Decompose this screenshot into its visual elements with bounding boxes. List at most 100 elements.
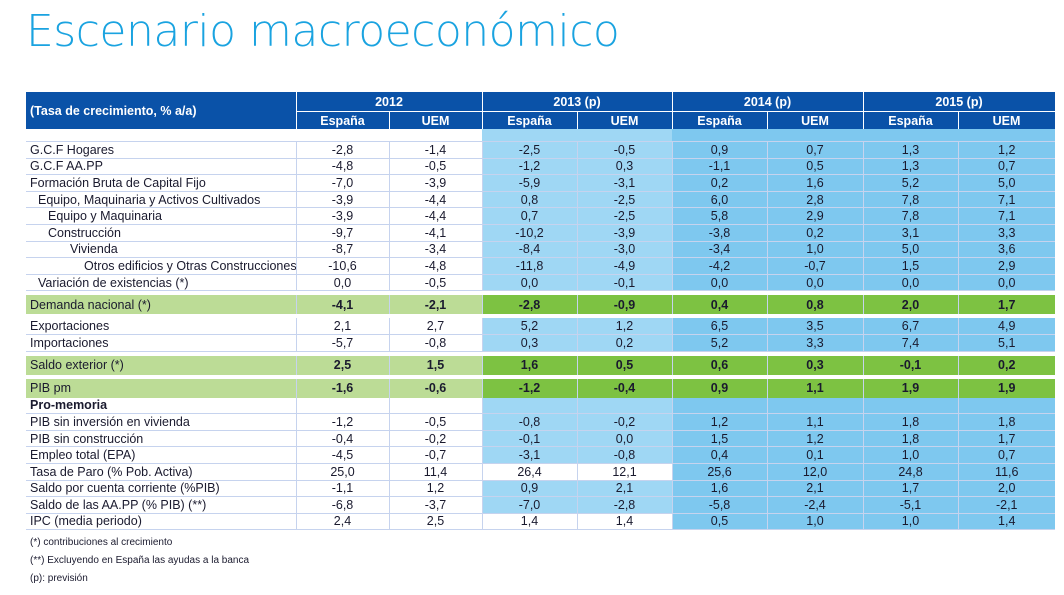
table-cell: 0,6 [671, 355, 767, 375]
table-cell: -3,8 [671, 224, 767, 242]
table-cell: 1,4 [481, 513, 577, 531]
table-cell: 2,0 [957, 480, 1055, 498]
table-cell: 0,2 [671, 174, 767, 192]
table-cell: 2,1 [295, 318, 389, 335]
year-header-2012: 2012 [296, 92, 483, 112]
table-cell: -4,8 [295, 158, 389, 176]
table-cell: 12,1 [576, 463, 672, 481]
corner-label: (Tasa de crecimiento, % a/a) [26, 92, 297, 129]
table-cell: 1,8 [862, 430, 958, 448]
table-cell: -0,8 [576, 446, 672, 464]
table-cell: 1,9 [957, 378, 1055, 398]
row-label: Construcción [26, 224, 296, 242]
table-cell: 1,0 [766, 241, 863, 259]
table-cell: 7,4 [862, 334, 958, 352]
row-label: PIB pm [26, 378, 296, 398]
table-row: Exportaciones 2,1 2,7 5,2 1,2 6,5 3,5 6,7 4,9 [26, 318, 1055, 335]
table-cell: 2,4 [295, 513, 389, 531]
table-cell: -1,6 [295, 378, 389, 398]
table-cell: -2,5 [481, 141, 577, 159]
table-cell: 0,3 [766, 355, 863, 375]
table-cell: 11,6 [957, 463, 1055, 481]
year-header-2014: 2014 (p) [672, 92, 864, 112]
macro-table: (Tasa de crecimiento, % a/a) 2012 2013 (… [26, 92, 1056, 531]
table-cell [862, 397, 958, 415]
row-label: PIB sin construcción [26, 430, 296, 448]
table-cell: 1,1 [766, 378, 863, 398]
table-cell: -1,4 [388, 141, 482, 159]
table-cell: 5,1 [957, 334, 1055, 352]
table-cell: 24,8 [862, 463, 958, 481]
table-cell: 6,0 [671, 191, 767, 209]
table-cell [766, 397, 863, 415]
table-row: Equipo, Maquinaria y Activos Cultivados -… [26, 191, 1055, 209]
table-cell: -4,9 [576, 257, 672, 275]
row-label: Variación de existencias (*) [26, 274, 296, 292]
table-cell: -0,2 [576, 413, 672, 431]
row-label: Importaciones [26, 334, 296, 352]
table-cell: 1,7 [957, 295, 1055, 315]
table-row: IPC (media periodo) 2,4 2,5 1,4 1,4 0,5 1,0 1,0… [26, 513, 1055, 531]
table-cell: 1,0 [862, 513, 958, 531]
table-row: Importaciones -5,7 -0,8 0,3 0,2 5,2 3,3 7,4 5,1 [26, 334, 1055, 352]
table-cell: 0,4 [671, 446, 767, 464]
table-cell: -3,7 [388, 496, 482, 514]
row-label: Saldo de las AA.PP (% PIB) (**) [26, 496, 296, 514]
table-cell: 1,1 [766, 413, 863, 431]
year-header-row: (Tasa de crecimiento, % a/a) 2012 2013 (… [26, 92, 1056, 129]
table-cell: -3,9 [576, 224, 672, 242]
table-cell: -1,2 [481, 378, 577, 398]
table-cell: -4,4 [388, 191, 482, 209]
table-cell: -3,4 [388, 241, 482, 259]
table-cell: -2,1 [388, 295, 482, 315]
col-header-espana: España [482, 111, 578, 129]
table-cell: -7,0 [481, 496, 577, 514]
table-cell: -4,5 [295, 446, 389, 464]
table-cell: 2,5 [295, 355, 389, 375]
table-cell: 0,5 [671, 513, 767, 531]
table-cell: 0,0 [957, 274, 1055, 292]
table-cell: 0,5 [576, 355, 672, 375]
table-cell: 11,4 [388, 463, 482, 481]
table-cell: 26,4 [481, 463, 577, 481]
table-cell: -2,1 [957, 496, 1055, 514]
table-cell: 3,6 [957, 241, 1055, 259]
table-row: Saldo de las AA.PP (% PIB) (**) -6,8 -3,7-… [26, 496, 1055, 514]
row-label: G.C.F AA.PP [26, 158, 296, 176]
table-cell: 0,9 [481, 480, 577, 498]
table-body: G.C.F Hogares -2,8 -1,4 -2,5 -0,5 0,9 0,7 1,3 1,… [26, 129, 1055, 531]
table-cell: -5,7 [295, 334, 389, 352]
table-row: Tasa de Paro (% Pob. Activa) 25,0 11,4 26,4… [26, 463, 1055, 481]
table-cell: 1,5 [388, 355, 482, 375]
table-cell: 1,0 [766, 513, 863, 531]
table-cell: 7,8 [862, 207, 958, 225]
table-cell: 0,3 [576, 158, 672, 176]
table-cell: 0,2 [957, 355, 1055, 375]
table-cell: 6,5 [671, 318, 767, 335]
table-row: Otros edificios y Otras Construcciones -1… [26, 257, 1055, 275]
table-cell: 1,3 [862, 158, 958, 176]
table-cell: 1,8 [862, 413, 958, 431]
table-cell [576, 397, 672, 415]
table-cell: -0,9 [576, 295, 672, 315]
table-cell: 1,5 [862, 257, 958, 275]
table-cell [388, 397, 482, 415]
footnote: (*) contribuciones al crecimiento [30, 537, 173, 548]
table-cell: 1,6 [766, 174, 863, 192]
table-cell: -10,6 [295, 257, 389, 275]
table-row: Saldo exterior (*) 2,5 1,5 1,6 0,5 0,6 0,3 -0,1… [26, 355, 1055, 375]
table-cell: 1,7 [957, 430, 1055, 448]
table-row: Formación Bruta de Capital Fijo -7,0 -3,9-… [26, 174, 1055, 192]
table-cell: 3,3 [766, 334, 863, 352]
row-label: Equipo, Maquinaria y Activos Cultivados [26, 191, 296, 209]
table-cell: -5,1 [862, 496, 958, 514]
table-cell: 2,0 [862, 295, 958, 315]
col-header-uem: UEM [577, 111, 673, 129]
row-label: Demanda nacional (*) [26, 295, 296, 315]
table-cell: 4,9 [957, 318, 1055, 335]
table-cell [671, 397, 767, 415]
table-cell: 3,5 [766, 318, 863, 335]
table-cell: -0,7 [766, 257, 863, 275]
table-cell: 1,3 [862, 141, 958, 159]
table-cell: -4,4 [388, 207, 482, 225]
